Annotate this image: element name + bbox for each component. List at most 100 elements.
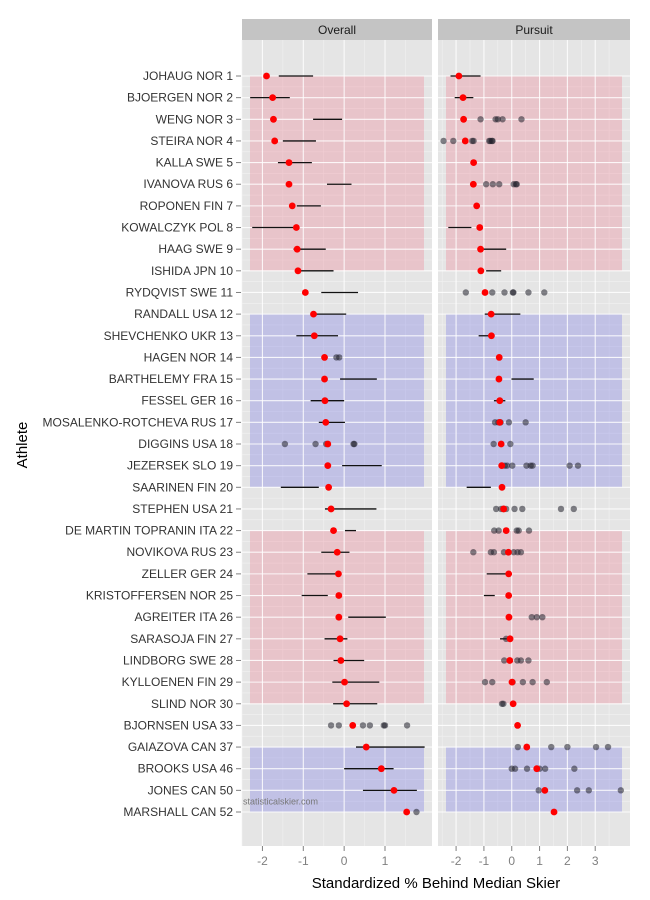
race-point xyxy=(517,549,525,556)
athlete-point xyxy=(335,592,343,599)
band-red xyxy=(250,76,424,271)
y-tick-label: SAARINEN FIN 20 xyxy=(132,480,233,494)
athlete-point xyxy=(487,310,495,318)
x-tick-label: 3 xyxy=(592,854,599,868)
race-point xyxy=(528,613,535,621)
athlete-point xyxy=(310,310,317,318)
race-point xyxy=(499,116,506,123)
race-point xyxy=(519,505,526,513)
race-point xyxy=(529,462,536,469)
athlete-point xyxy=(293,245,301,253)
race-point xyxy=(543,678,550,686)
panel-overall: Overall -2 -1 0 1 statisticalskier.com xyxy=(241,19,432,868)
race-point xyxy=(501,657,508,664)
race-point xyxy=(482,181,490,188)
race-point xyxy=(496,181,503,188)
y-tick-label: RYDQVIST SWE 11 xyxy=(126,285,234,299)
watermark: statisticalskier.com xyxy=(243,796,318,806)
race-point xyxy=(336,354,343,361)
y-tick-label: JEZERSEK SLO 19 xyxy=(127,459,233,473)
athlete-point xyxy=(288,202,296,210)
y-tick-label: JOHAUG NOR 1 xyxy=(143,69,233,83)
athlete-point xyxy=(502,527,510,534)
athlete-point xyxy=(477,267,485,275)
athlete-point xyxy=(523,743,531,751)
race-point xyxy=(489,181,497,188)
y-tick-label: KRISTOFFERSEN NOR 25 xyxy=(86,589,233,603)
athlete-point xyxy=(362,743,370,751)
athlete-point xyxy=(550,808,558,816)
athlete-point xyxy=(301,289,309,296)
athlete-point xyxy=(294,267,302,275)
x-tick-label: -2 xyxy=(451,854,462,868)
athlete-point xyxy=(505,548,512,556)
strip-label: Overall xyxy=(318,23,356,37)
athlete-point xyxy=(325,483,333,491)
y-tick-label: BARTHELEMY FRA 15 xyxy=(109,372,234,386)
athlete-point xyxy=(270,115,277,123)
athlete-point xyxy=(506,635,514,643)
athlete-point xyxy=(497,440,505,448)
race-point xyxy=(557,505,565,513)
y-tick-label: STEIRA NOR 4 xyxy=(150,134,233,148)
athlete-point xyxy=(322,418,330,426)
race-point xyxy=(509,462,516,469)
athlete-point xyxy=(349,722,357,729)
athlete-point xyxy=(321,375,328,383)
y-tick-label: ROPONEN FIN 7 xyxy=(140,199,234,213)
y-tick-label: MOSALENKO-ROTCHEVA RUS 17 xyxy=(43,415,234,429)
band-blue xyxy=(250,747,424,812)
athlete-point xyxy=(292,224,300,231)
race-point xyxy=(511,765,519,772)
athlete-point xyxy=(488,332,495,340)
race-point xyxy=(522,419,529,426)
y-tick-label: BROOKS USA 46 xyxy=(138,762,234,776)
race-point xyxy=(503,462,511,469)
athlete-point xyxy=(469,180,477,188)
y-tick-label: WENG NOR 3 xyxy=(156,112,234,126)
athlete-point xyxy=(505,592,513,599)
athlete-point xyxy=(321,397,329,405)
x-tick-label: 2 xyxy=(564,854,571,868)
athlete-point xyxy=(498,483,506,491)
athlete-point xyxy=(337,657,345,664)
athlete-point xyxy=(461,137,469,145)
race-point xyxy=(489,289,496,296)
race-point xyxy=(564,743,571,751)
y-tick-label: JONES CAN 50 xyxy=(148,783,234,797)
race-point xyxy=(541,765,549,772)
athlete-point xyxy=(403,808,411,816)
race-point xyxy=(529,678,536,686)
athlete-point xyxy=(377,765,385,773)
race-point xyxy=(523,765,531,772)
athlete-point xyxy=(496,397,504,405)
race-point xyxy=(366,722,374,729)
athlete-point xyxy=(321,354,328,361)
athlete-point xyxy=(481,289,489,296)
y-axis-labels: JOHAUG NOR 1 BJOERGEN NOR 2 WENG NOR 3 STEI… xyxy=(43,69,241,819)
race-point xyxy=(535,787,542,794)
race-point xyxy=(518,116,525,123)
y-tick-label: AGREITER ITA 26 xyxy=(135,610,234,624)
race-point xyxy=(513,181,520,188)
athlete-point xyxy=(330,527,337,534)
race-point xyxy=(335,722,343,729)
x-tick-label: 0 xyxy=(341,854,348,868)
race-point xyxy=(492,505,500,513)
y-tick-label: HAAG SWE 9 xyxy=(158,242,233,256)
race-point xyxy=(566,462,573,469)
athlete-point xyxy=(327,505,335,513)
strip-background xyxy=(438,19,630,40)
y-tick-label: MARSHALL CAN 52 xyxy=(123,805,233,819)
race-point xyxy=(604,743,612,751)
y-tick-label: RANDALL USA 12 xyxy=(134,307,233,321)
race-point xyxy=(570,505,577,513)
x-tick-label: 1 xyxy=(382,854,389,868)
y-tick-label: ISHIDA JPN 10 xyxy=(151,264,233,278)
athlete-point xyxy=(495,375,503,383)
athlete-point xyxy=(477,245,484,253)
athlete-point xyxy=(336,635,344,643)
panel-background xyxy=(242,40,432,846)
athlete-point xyxy=(498,462,506,470)
panels: Overall -2 -1 0 1 statisticalskier.com Pursuit… xyxy=(241,19,630,868)
